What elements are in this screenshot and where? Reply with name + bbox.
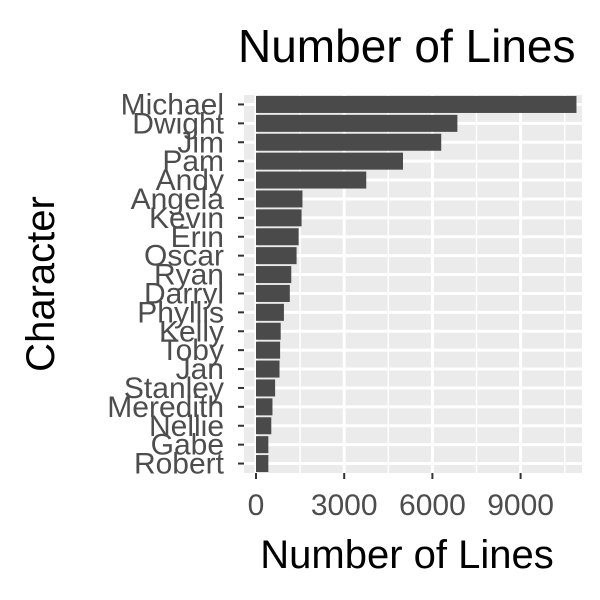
bar-toby (256, 341, 281, 359)
bar-jan (256, 360, 280, 378)
y-tick-label: Phyllis (137, 296, 224, 329)
y-axis-title: Character (19, 196, 63, 372)
bar-andy (256, 171, 367, 189)
x-tick-label: 3000 (311, 489, 378, 522)
x-tick-label: 9000 (487, 489, 554, 522)
bar-phyllis (256, 303, 284, 321)
chart-title: Number of Lines (238, 20, 576, 72)
bar-ryan (256, 266, 292, 284)
bar-kelly (256, 322, 281, 340)
y-tick-label: Toby (161, 334, 224, 367)
y-tick-label: Stanley (124, 372, 224, 405)
x-axis: 0 3000 6000 9000 (248, 473, 554, 522)
bar-robert (256, 455, 269, 473)
bar-stanley (256, 379, 276, 397)
bar-erin (256, 228, 299, 246)
y-tick-label: Meredith (107, 391, 224, 424)
bar-meredith (256, 398, 273, 416)
y-tick-label: Dwight (132, 107, 224, 140)
bar-dwight (256, 114, 458, 132)
y-axis: MichaelDwightJimPamAndyAngelaKevinErinOs… (107, 88, 244, 481)
bar-kevin (256, 209, 302, 227)
y-tick-label: Darryl (144, 277, 224, 310)
bar-darryl (256, 284, 290, 302)
y-tick-label: Andy (156, 164, 224, 197)
x-tick-label: 0 (248, 489, 265, 522)
y-tick-label: Robert (134, 448, 225, 481)
bar-gabe (256, 436, 269, 454)
y-tick-label: Oscar (144, 240, 224, 273)
y-tick-label: Jan (176, 353, 224, 386)
bar-jim (256, 133, 442, 151)
bar-angela (256, 190, 303, 208)
y-tick-label: Kevin (149, 202, 224, 235)
y-tick-label: Jim (177, 126, 224, 159)
y-tick-label: Gabe (151, 429, 224, 462)
y-tick-label: Erin (171, 221, 224, 254)
y-tick-label: Kelly (159, 315, 224, 348)
plot-panel (244, 95, 582, 473)
bar-michael (256, 95, 577, 113)
x-tick-label: 6000 (399, 489, 466, 522)
bar-nellie (256, 417, 272, 435)
y-tick-label: Angela (131, 183, 225, 216)
bar-oscar (256, 247, 297, 265)
y-tick-label: Nellie (149, 410, 224, 443)
y-tick-label: Ryan (154, 259, 224, 292)
x-axis-title: Number of Lines (260, 533, 553, 577)
bar-pam (256, 152, 403, 170)
bars (256, 95, 577, 473)
y-tick-label: Pam (162, 145, 224, 178)
y-tick-label: Michael (121, 88, 224, 121)
